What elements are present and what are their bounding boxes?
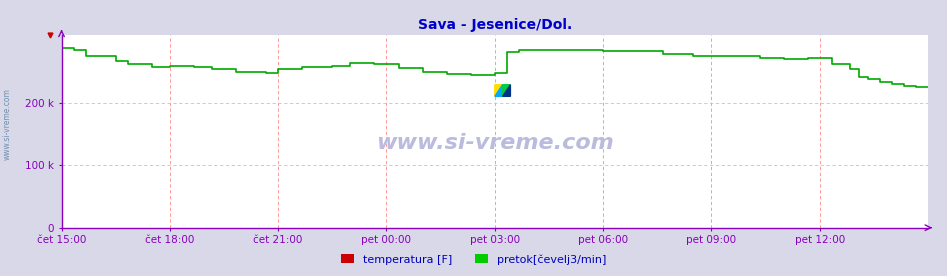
Polygon shape [503,85,510,96]
Title: Sava - Jesenice/Dol.: Sava - Jesenice/Dol. [418,18,572,32]
Text: www.si-vreme.com: www.si-vreme.com [376,133,614,153]
Polygon shape [495,85,503,96]
Text: www.si-vreme.com: www.si-vreme.com [3,88,12,160]
Legend: temperatura [F], pretok[čevelj3/min]: temperatura [F], pretok[čevelj3/min] [336,250,611,269]
Polygon shape [503,85,510,96]
Polygon shape [495,85,503,96]
